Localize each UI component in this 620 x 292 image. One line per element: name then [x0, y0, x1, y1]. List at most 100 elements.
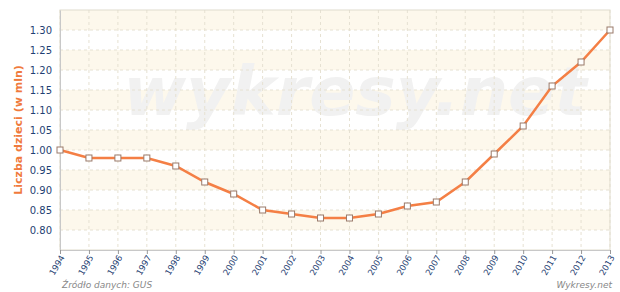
grid-band: [60, 170, 610, 190]
x-tick-mark: [349, 250, 350, 254]
y-tick-label: 0.95: [30, 165, 52, 176]
x-tick-mark: [147, 250, 148, 254]
x-tick-label: 2010: [510, 253, 529, 277]
x-tick-label: 2006: [394, 253, 413, 277]
x-tick-mark: [523, 250, 524, 254]
y-tick-label: 1.00: [30, 145, 52, 156]
grid-line-x: [320, 10, 321, 250]
series-line: [60, 30, 610, 218]
grid-line-x: [581, 10, 582, 250]
grid-line-y: [60, 110, 610, 111]
marker: [86, 155, 92, 161]
x-tick: 2013: [597, 250, 616, 277]
x-tick: 2002: [279, 250, 298, 277]
y-tick-label: 1.10: [30, 105, 52, 116]
x-tick-mark: [205, 250, 206, 254]
credit: Wykresy.net: [556, 280, 612, 290]
grid-line-y: [60, 230, 610, 231]
grid-line-x: [146, 10, 147, 250]
y-tick: 1.15: [30, 85, 60, 96]
source-note: Źródło danych: GUS: [61, 279, 152, 290]
plot-background: [60, 10, 610, 250]
x-tick: 2001: [250, 250, 269, 277]
x-tick-label: 2005: [366, 253, 385, 277]
x-tick-mark: [610, 250, 611, 254]
grid-band: [60, 10, 610, 30]
grid-line-x: [349, 10, 350, 250]
plot-frame: [60, 10, 610, 250]
x-tick-label: 2001: [250, 253, 269, 277]
y-tick: 1.25: [30, 45, 60, 56]
watermark: wykresy.net: [123, 52, 589, 131]
y-tick: 1.00: [30, 145, 60, 156]
grid: [60, 10, 610, 250]
marker: [144, 155, 150, 161]
y-tick-label: 0.80: [30, 225, 52, 236]
x-tick-mark: [321, 250, 322, 254]
x-tick: 2003: [308, 250, 327, 277]
y-tick: 0.85: [30, 205, 60, 216]
x-tick: 2008: [452, 250, 471, 277]
x-tick-label: 1994: [47, 253, 66, 277]
x-tick-label: 2000: [221, 253, 240, 277]
grid-line-y: [60, 210, 610, 211]
x-tick: 2004: [337, 250, 356, 277]
grid-line-y: [60, 150, 610, 151]
data-layer: [57, 27, 613, 221]
y-tick-label: 1.30: [30, 25, 52, 36]
marker: [375, 211, 381, 217]
x-tick-mark: [407, 250, 408, 254]
x-tick-mark: [89, 250, 90, 254]
x-tick: 1998: [163, 250, 182, 277]
y-axis-title: Liczba dzieci (w mln): [12, 65, 25, 195]
grid-line-x: [494, 10, 495, 250]
marker: [462, 179, 468, 185]
marker: [173, 163, 179, 169]
y-tick-label: 1.25: [30, 45, 52, 56]
x-tick-label: 1995: [76, 253, 95, 277]
x-tick: 2007: [423, 250, 442, 277]
x-tick: 1994: [47, 250, 66, 277]
x-tick-mark: [60, 250, 61, 254]
y-tick-label: 0.90: [30, 185, 52, 196]
grid-line-x: [523, 10, 524, 250]
grid-line-x: [175, 10, 176, 250]
marker: [57, 147, 63, 153]
grid-line-y: [60, 30, 610, 31]
marker: [520, 123, 526, 129]
marker: [578, 59, 584, 65]
marker: [433, 199, 439, 205]
x-tick-label: 2011: [539, 253, 558, 277]
y-tick-label: 0.85: [30, 205, 52, 216]
x-axis: 1994199519961997199819992000200120022003…: [47, 250, 616, 277]
grid-line-x: [233, 10, 234, 250]
x-tick-label: 1998: [163, 253, 182, 277]
marker: [491, 151, 497, 157]
y-tick: 0.90: [30, 185, 60, 196]
x-tick-label: 2009: [481, 253, 500, 277]
x-tick: 2011: [539, 250, 558, 277]
x-tick-label: 2012: [568, 253, 587, 277]
marker: [607, 27, 613, 33]
x-tick-mark: [552, 250, 553, 254]
y-tick: 1.05: [30, 125, 60, 136]
x-tick-label: 2002: [279, 253, 298, 277]
marker: [260, 207, 266, 213]
x-tick: 1995: [76, 250, 95, 277]
x-tick-mark: [234, 250, 235, 254]
grid-line-x: [552, 10, 553, 250]
grid-line-x: [117, 10, 118, 250]
marker: [289, 211, 295, 217]
marker: [202, 179, 208, 185]
y-tick-label: 1.15: [30, 85, 52, 96]
x-tick-mark: [378, 250, 379, 254]
marker: [346, 215, 352, 221]
grid-line-x: [88, 10, 89, 250]
grid-band: [60, 210, 610, 230]
y-tick: 0.95: [30, 165, 60, 176]
grid-line-y: [60, 130, 610, 131]
y-tick: 0.80: [30, 225, 60, 236]
chart: wykresy.net 0.80 0.85 0.90 0.95 1.00 1.05 1.10 1…: [0, 0, 620, 292]
marker: [318, 215, 324, 221]
x-tick-mark: [118, 250, 119, 254]
